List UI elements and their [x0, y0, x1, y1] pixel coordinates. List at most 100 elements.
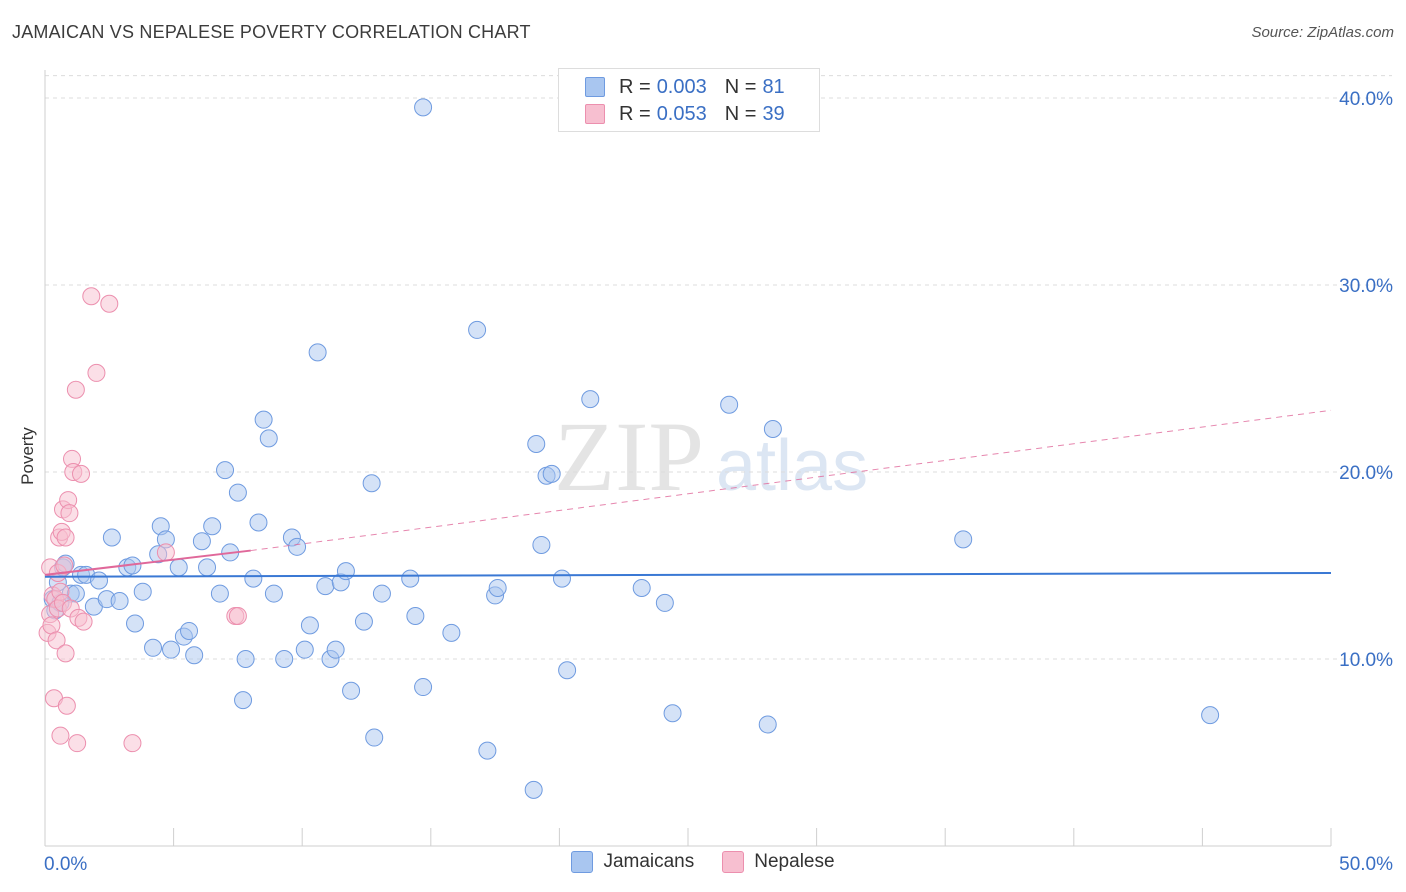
jamaican-point — [234, 691, 253, 710]
jamaican-point — [244, 569, 263, 588]
jamaican-point — [216, 461, 235, 480]
series-label-nepalese: Nepalese — [754, 851, 835, 872]
jamaican-point — [414, 98, 433, 117]
y-tick-label: 30.0% — [1339, 276, 1393, 297]
correlation-legend: R = 0.003 N = 81 R = 0.053 N = 39 — [558, 68, 820, 132]
jamaican-point — [663, 704, 682, 723]
jamaican-point — [581, 390, 600, 409]
nepalese-point — [55, 556, 74, 575]
jamaican-point — [362, 474, 381, 493]
jamaican-point — [414, 678, 433, 697]
legend-r-value: 0.003 — [656, 75, 707, 98]
jamaican-point — [192, 532, 211, 551]
jamaican-point — [558, 661, 577, 680]
nepalese-point — [87, 363, 106, 382]
jamaican-point — [180, 621, 199, 640]
jamaican-point — [133, 582, 152, 601]
jamaican-point — [316, 577, 335, 596]
nepalese-point — [82, 287, 101, 306]
jamaican-point — [249, 513, 268, 532]
jamaican-point — [102, 528, 121, 547]
jamaican-point — [300, 616, 319, 635]
jamaican-point — [288, 537, 307, 556]
nepalese-point — [51, 726, 70, 745]
jamaican-point — [468, 320, 487, 339]
jamaican-point — [169, 558, 188, 577]
nepalese-point — [66, 380, 85, 399]
jamaican-point — [532, 535, 551, 554]
jamaican-point — [254, 410, 273, 429]
legend-n-value: 39 — [762, 102, 785, 125]
jamaican-point — [162, 640, 181, 659]
jamaican-point — [1201, 706, 1220, 725]
nepalese-point — [68, 734, 87, 753]
jamaican-point — [954, 530, 973, 549]
jamaican-point — [110, 592, 129, 611]
jamaican-point — [198, 558, 217, 577]
jamaican-point — [203, 517, 222, 536]
jamaican-point — [527, 434, 546, 453]
jamaican-point — [275, 650, 294, 669]
legend-n-label: N = — [724, 102, 757, 125]
series-legend: Jamaicans Nepalese — [0, 851, 1406, 873]
jamaicans-trend-line — [44, 571, 1332, 578]
jamaican-point — [406, 607, 425, 626]
series-swatch-nepalese — [722, 851, 745, 873]
jamaican-point — [308, 343, 327, 362]
jamaican-point — [720, 395, 739, 414]
series-swatch-jamaicans — [571, 851, 594, 873]
legend-n-label: N = — [724, 75, 757, 98]
series-label-jamaicans: Jamaicans — [603, 851, 695, 872]
jamaican-point — [259, 429, 278, 448]
jamaican-point — [442, 623, 461, 642]
legend-n-value: 81 — [762, 75, 785, 98]
nepalese-point — [228, 607, 247, 626]
legend-row-nepalese: R = 0.053 N = 39 — [585, 102, 785, 126]
jamaican-point — [210, 584, 229, 603]
jamaican-point — [632, 578, 651, 597]
series-legend-nepalese[interactable]: Nepalese — [722, 851, 835, 873]
y-tick-label: 40.0% — [1339, 89, 1393, 110]
jamaican-point — [126, 614, 145, 633]
jamaican-point — [236, 650, 255, 669]
source-note: Source: ZipAtlas.com — [1251, 24, 1394, 41]
y-tick-label: 10.0% — [1339, 650, 1393, 671]
jamaican-point — [354, 612, 373, 631]
jamaican-point — [326, 640, 345, 659]
nepalese-point — [74, 612, 93, 631]
watermark-atlas: atlas — [716, 426, 868, 506]
nepalese-trend-line — [44, 549, 251, 576]
jamaican-point — [144, 638, 163, 657]
jamaican-point — [185, 646, 204, 665]
jamaican-point — [90, 571, 109, 590]
watermark-zip: ZIP — [554, 401, 704, 512]
nepalese-point — [60, 504, 79, 523]
y-tick-label: 20.0% — [1339, 463, 1393, 484]
legend-r-value: 0.053 — [656, 102, 707, 125]
x-tick-label: 0.0% — [44, 854, 87, 875]
jamaican-point — [542, 464, 561, 483]
jamaican-point — [478, 741, 497, 760]
nepalese-point — [156, 543, 175, 562]
nepalese-trend-extension — [250, 409, 1332, 552]
jamaican-point — [655, 593, 674, 612]
jamaican-point — [372, 584, 391, 603]
jamaican-point — [295, 640, 314, 659]
jamaican-point — [552, 569, 571, 588]
nepalese-point — [42, 616, 61, 635]
nepalese-point — [57, 696, 76, 715]
jamaican-point — [758, 715, 777, 734]
jamaican-point — [763, 420, 782, 439]
nepalese-point — [47, 631, 66, 650]
legend-row-jamaicans: R = 0.003 N = 81 — [585, 75, 785, 99]
nepalese-point — [72, 464, 91, 483]
jamaican-point — [336, 562, 355, 581]
nepalese-point — [56, 644, 75, 663]
nepalese-point — [123, 734, 142, 753]
chart-title: JAMAICAN VS NEPALESE POVERTY CORRELATION… — [12, 22, 531, 42]
legend-r-label: R = — [619, 102, 651, 125]
legend-swatch-jamaicans — [585, 77, 605, 97]
legend-swatch-nepalese — [585, 104, 605, 124]
series-legend-jamaicans[interactable]: Jamaicans — [571, 851, 694, 873]
